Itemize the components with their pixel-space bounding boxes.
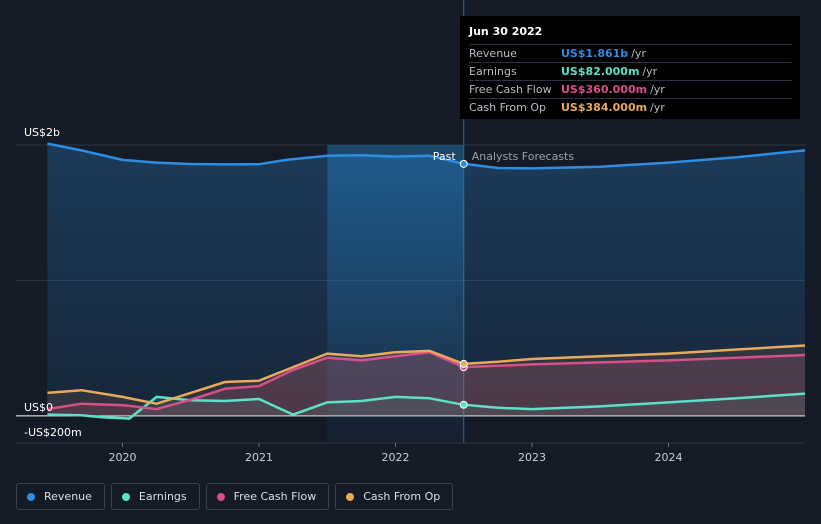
tooltip-row-label: Revenue xyxy=(469,47,517,60)
past-label: Past xyxy=(433,150,457,163)
legend-item-free-cash-flow[interactable]: Free Cash Flow xyxy=(205,483,330,510)
tooltip-row-label: Free Cash Flow xyxy=(469,83,552,96)
tooltip-row-unit: /yr xyxy=(631,47,646,60)
tooltip-row-label: Earnings xyxy=(469,65,517,78)
tooltip-row-label: Cash From Op xyxy=(469,101,547,114)
y-tick-label: US$0 xyxy=(24,401,53,414)
revenue-line xyxy=(47,142,806,170)
tooltip: Jun 30 2022 Revenue US$1.861b/yr Earnings U… xyxy=(460,16,800,119)
legend-dot-icon xyxy=(346,492,355,501)
tooltip-row: Earnings US$82.000m/yr xyxy=(469,62,792,80)
legend-label: Earnings xyxy=(138,490,187,503)
legend-label: Free Cash Flow xyxy=(233,490,317,503)
cfo-marker xyxy=(459,359,468,368)
earnings-line xyxy=(47,392,806,420)
legend-label: Revenue xyxy=(44,490,92,503)
tooltip-row: Cash From Op US$384.000m/yr xyxy=(469,98,792,116)
legend-item-cash-from-op[interactable]: Cash From Op xyxy=(335,483,454,510)
x-tick-label: 2020 xyxy=(108,451,136,464)
tooltip-row: Free Cash Flow US$360.000m/yr xyxy=(469,80,792,98)
legend-item-earnings[interactable]: Earnings xyxy=(110,483,200,510)
tooltip-row-value: US$82.000m xyxy=(561,65,640,78)
x-tick-label: 2024 xyxy=(654,451,682,464)
revenue-area xyxy=(47,143,805,416)
y-tick-label: US$2b xyxy=(24,126,60,139)
y-tick-label: -US$200m xyxy=(24,426,82,439)
tooltip-row-value: US$384.000m xyxy=(561,101,648,114)
revenue-marker xyxy=(459,159,468,168)
legend-item-revenue[interactable]: Revenue xyxy=(16,483,105,510)
tooltip-row-unit: /yr xyxy=(650,83,665,96)
fcf-line xyxy=(47,350,806,411)
earnings-area xyxy=(47,393,805,419)
tooltip-date: Jun 30 2022 xyxy=(469,25,543,38)
tooltip-row-unit: /yr xyxy=(650,101,665,114)
forecast-label: Analysts Forecasts xyxy=(472,150,575,163)
tooltip-row: Revenue US$1.861b/yr xyxy=(469,44,792,62)
earnings-marker xyxy=(459,400,468,409)
tooltip-row-unit: /yr xyxy=(642,65,658,78)
cfo-line xyxy=(47,344,806,405)
legend-dot-icon xyxy=(27,492,35,501)
tooltip-row-value: US$1.861b xyxy=(561,47,629,60)
legend-dot-icon xyxy=(121,492,130,501)
x-tick-label: 2022 xyxy=(381,451,409,464)
x-tick-label: 2023 xyxy=(518,451,546,464)
legend: Revenue Earnings Free Cash Flow Cash From O… xyxy=(16,483,454,510)
x-tick-label: 2021 xyxy=(245,451,273,464)
tooltip-row-value: US$360.000m xyxy=(561,83,648,96)
legend-dot-icon xyxy=(216,492,225,501)
legend-label: Cash From Op xyxy=(363,490,441,503)
